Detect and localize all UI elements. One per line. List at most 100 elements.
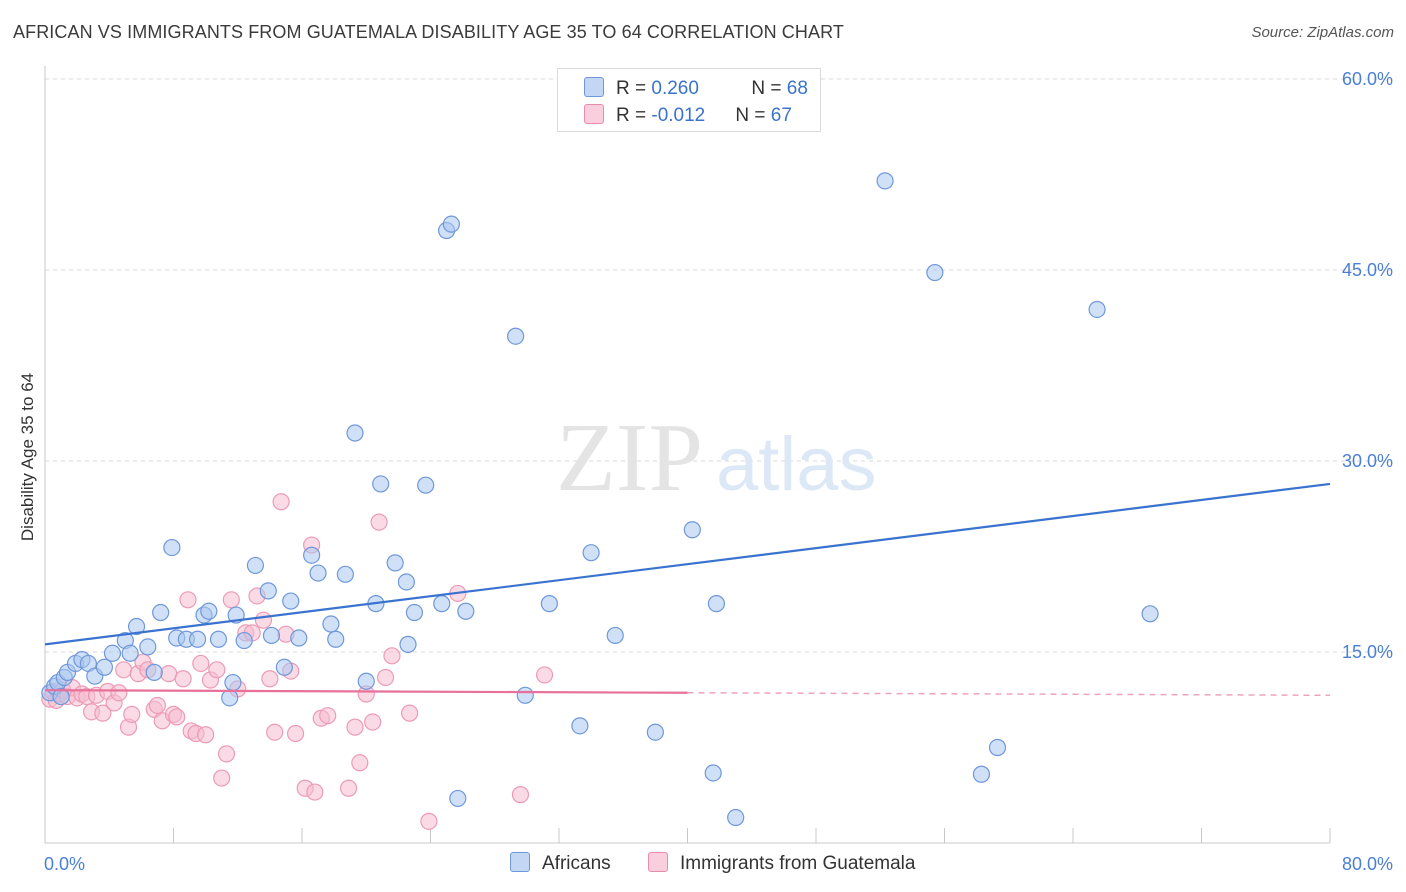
data-point-africans (139, 638, 157, 656)
data-point-africans (606, 626, 624, 645)
y-axis-label: Disability Age 35 to 64 (18, 373, 37, 541)
watermark-atlas: atlas (716, 422, 877, 507)
data-point-africans (727, 808, 745, 827)
chart-title: AFRICAN VS IMMIGRANTS FROM GUATEMALA DIS… (13, 22, 844, 42)
data-point-africans (582, 544, 600, 562)
data-point-guatemala (306, 783, 324, 801)
legend-row-guatemala: R = -0.012 N = 67 (584, 104, 792, 126)
data-point-africans (571, 717, 589, 735)
data-point-guatemala (123, 705, 141, 723)
data-point-africans (357, 672, 375, 690)
data-point-africans (972, 765, 991, 783)
data-point-africans (52, 687, 70, 706)
y-tick-label: 60.0% (1342, 69, 1393, 89)
data-point-guatemala (401, 704, 419, 722)
data-point-guatemala (222, 591, 240, 609)
data-point-guatemala (94, 704, 112, 722)
legend-n-value: 67 (770, 105, 792, 126)
data-point-guatemala (192, 654, 210, 673)
data-point-africans (683, 521, 701, 539)
data-point-guatemala (511, 786, 530, 804)
data-point-africans (152, 603, 170, 622)
data-point-africans (322, 615, 340, 633)
data-point-guatemala (160, 665, 178, 683)
data-point-africans (346, 424, 364, 442)
tick-labels: 15.0% 30.0% 45.0% 60.0% 0.0% 80.0% (44, 69, 1393, 874)
data-point-africans (163, 538, 181, 557)
legend-r-value: -0.012 (651, 105, 706, 126)
data-point-africans (926, 263, 944, 282)
watermark-zip: ZIP (556, 404, 703, 512)
axes (44, 66, 1331, 844)
legend-n-label: N = (751, 78, 787, 99)
data-point-africans (336, 565, 354, 583)
data-point-africans (303, 546, 321, 564)
data-point-guatemala (261, 670, 279, 688)
data-point-guatemala (213, 769, 231, 787)
data-point-africans (235, 631, 253, 650)
data-point-africans (876, 172, 894, 190)
data-point-africans (405, 603, 424, 622)
data-point-africans (309, 564, 327, 582)
data-point-africans (200, 602, 218, 620)
data-point-africans (988, 738, 1007, 757)
data-point-guatemala (286, 724, 305, 743)
data-point-guatemala (339, 779, 358, 797)
data-point-guatemala (351, 754, 369, 772)
data-point-guatemala (319, 707, 337, 725)
data-point-guatemala (272, 493, 290, 511)
data-point-africans (449, 789, 467, 808)
data-point-africans (103, 644, 122, 662)
data-point-guatemala (376, 668, 395, 687)
data-point-africans (121, 644, 139, 662)
data-point-africans (145, 663, 163, 681)
x-tick-label: 80.0% (1342, 854, 1393, 874)
data-point-africans (262, 626, 281, 645)
data-point-africans (221, 689, 239, 707)
y-tick-label: 30.0% (1342, 451, 1393, 471)
data-point-africans (417, 476, 435, 494)
data-point-africans (646, 723, 664, 741)
data-point-africans (1088, 300, 1106, 319)
x-tick-label: 0.0% (44, 854, 85, 874)
legend-n-label: N = (735, 105, 771, 126)
data-point-africans (259, 582, 277, 600)
bottom-legend-swatch-blue (510, 852, 530, 872)
data-point-africans (399, 635, 417, 653)
legend-r-label: R = (616, 78, 652, 99)
bottom-legend-label: Immigrants from Guatemala (680, 853, 916, 874)
data-point-africans (507, 327, 525, 345)
data-point-guatemala (197, 726, 215, 744)
data-point-africans (127, 617, 146, 636)
data-point-africans (457, 602, 475, 620)
legend-r-value: 0.260 (651, 78, 699, 99)
data-point-africans (1141, 605, 1159, 623)
data-point-guatemala (383, 647, 401, 665)
data-point-guatemala (535, 666, 554, 684)
data-point-africans (209, 630, 228, 648)
bottom-legend-africans: Africans (510, 852, 611, 875)
legend-row-africans: R = 0.260 N = 68 (584, 77, 808, 99)
trend-line-guatemala-extension (687, 691, 1331, 697)
trend-line-guatemala (44, 689, 688, 694)
data-point-africans (540, 595, 558, 613)
data-point-guatemala (370, 513, 388, 531)
series-guatemala-points (41, 493, 554, 830)
legend: R = 0.260 N = 68 R = -0.012 N = 67 (557, 68, 821, 132)
grid-lines (45, 78, 1392, 653)
legend-swatch-pink (584, 104, 604, 124)
trend-line-africans (44, 482, 1331, 646)
data-point-africans (327, 630, 345, 648)
data-point-africans (397, 573, 416, 591)
data-point-africans (290, 629, 308, 647)
data-point-africans (282, 592, 300, 610)
data-point-africans (433, 595, 451, 613)
data-point-africans (246, 556, 265, 575)
data-point-africans (372, 475, 390, 493)
data-point-africans (707, 595, 726, 613)
y-tick-label: 45.0% (1342, 260, 1393, 280)
data-point-guatemala (110, 684, 128, 702)
bottom-legend-swatch-pink (648, 852, 668, 872)
data-point-africans (275, 658, 293, 676)
